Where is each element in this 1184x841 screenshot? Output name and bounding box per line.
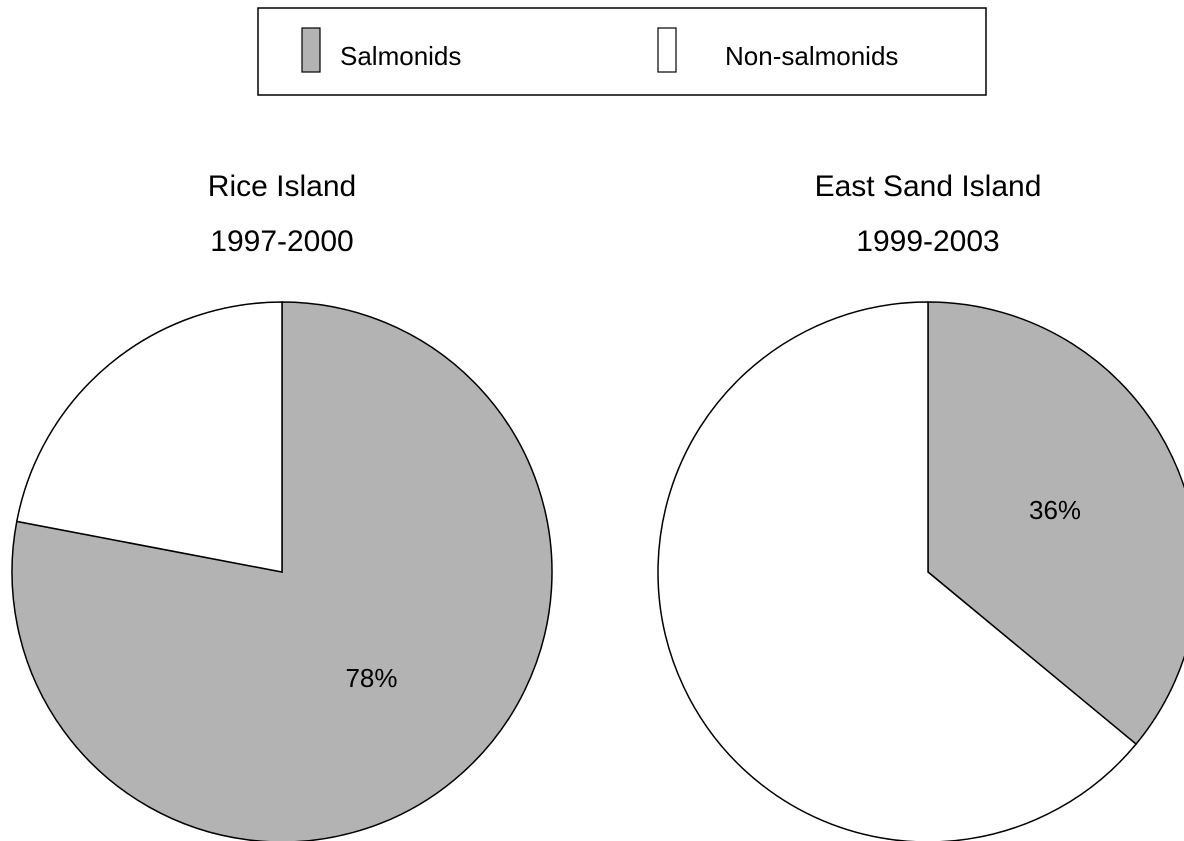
chart-title: Rice Island — [208, 170, 356, 203]
chart-title: East Sand Island — [815, 170, 1042, 203]
pie-slice — [15, 301, 283, 573]
legend-label: Salmonids — [340, 41, 461, 71]
pie-slice — [927, 301, 1184, 746]
chart-subtitle: 1999-2003 — [856, 225, 999, 258]
legend-box — [257, 7, 987, 96]
pie-slice — [657, 301, 1138, 841]
legend-swatch — [301, 27, 321, 73]
legend-swatch — [657, 27, 677, 73]
chart-subtitle: 1997-2000 — [210, 225, 353, 258]
data-label: 36% — [1029, 495, 1081, 525]
legend-label: Non-salmonids — [725, 41, 898, 71]
data-label: 78% — [345, 663, 397, 693]
